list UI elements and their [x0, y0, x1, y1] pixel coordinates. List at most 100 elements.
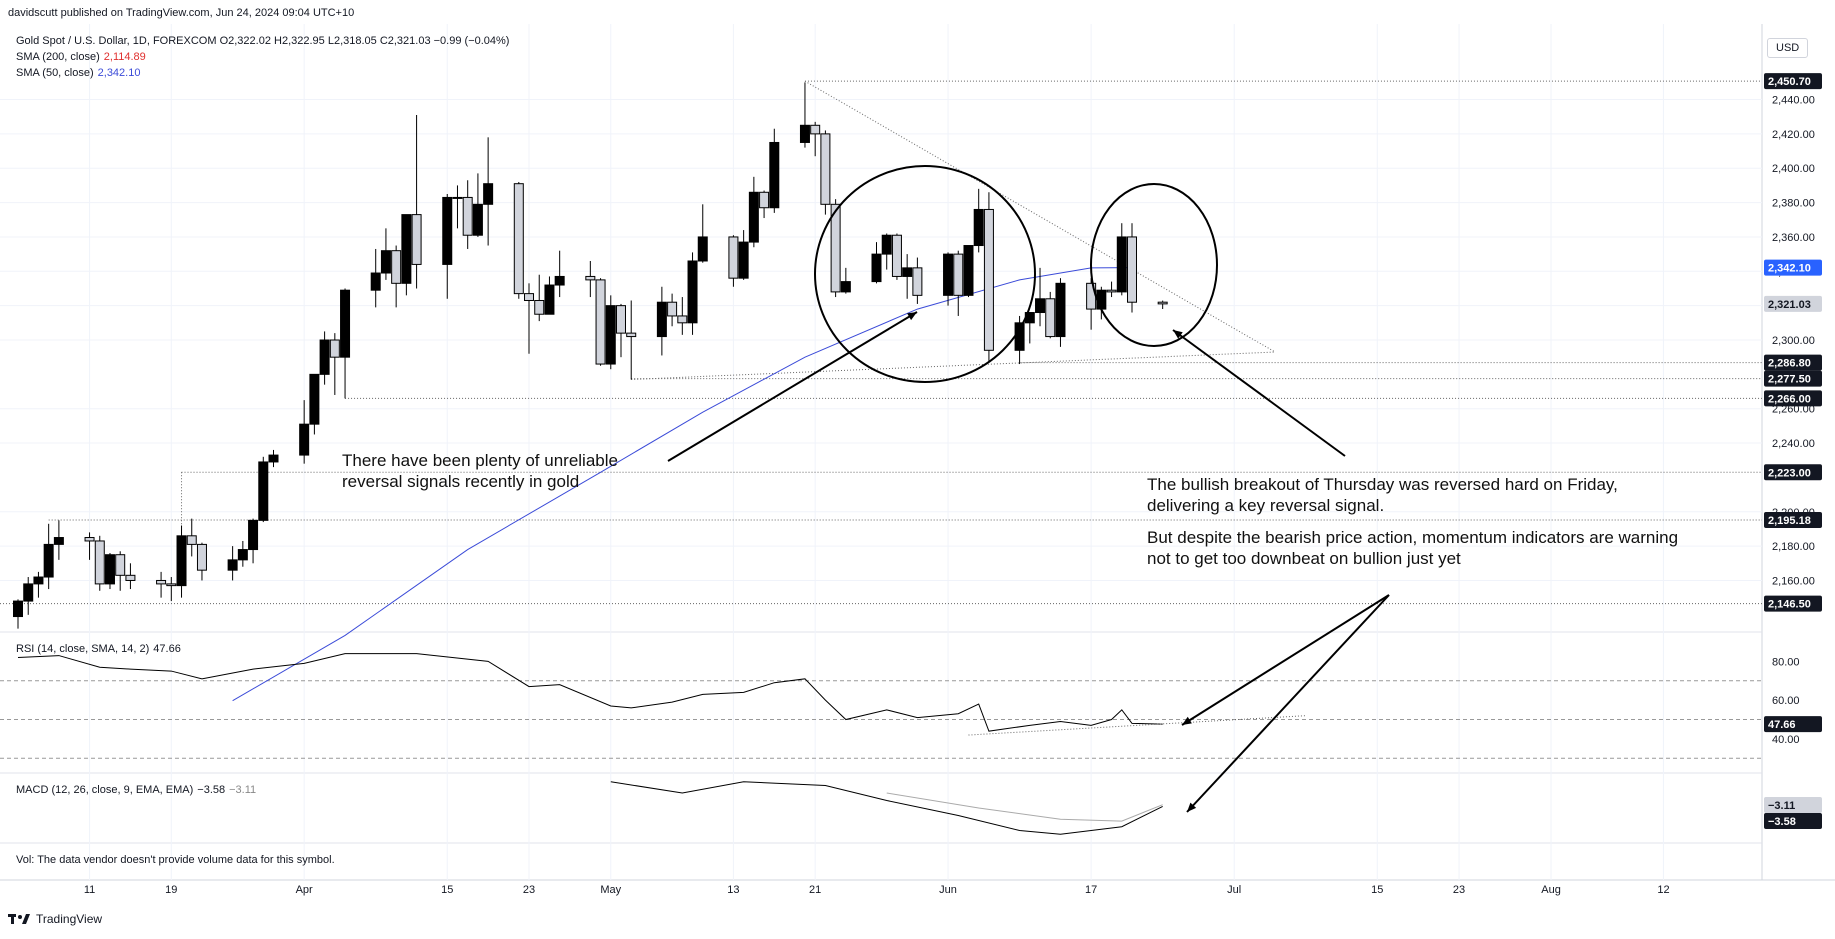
candle-body	[1055, 282, 1066, 338]
arrow-to-rsi	[1181, 594, 1390, 726]
candle-body	[983, 208, 994, 351]
publish-header: davidscutt published on TradingView.com,…	[0, 0, 1835, 24]
candle-body	[156, 579, 167, 585]
arrow-to-macd-head	[1187, 802, 1197, 812]
candle-body	[380, 250, 391, 274]
y-tick-label: 2,300.00	[1772, 335, 1815, 347]
x-tick-label: 23	[523, 884, 535, 896]
macd-label-badge	[1764, 797, 1822, 813]
macd-label: MACD (12, 26, close, 9, EMA, EMA)	[16, 784, 194, 796]
candle-body	[104, 554, 115, 585]
annotation-right-line3: But despite the bearish price action, mo…	[1147, 528, 1679, 547]
candle-body	[1014, 322, 1025, 351]
sma50-label: SMA (50, close)	[16, 67, 94, 79]
candle-body	[667, 301, 678, 317]
macd-label-text: −3.11	[1768, 800, 1795, 812]
candle-body	[340, 289, 351, 358]
price-label-text: 2,266.00	[1768, 393, 1811, 405]
candle-body	[452, 196, 463, 199]
y-tick-label: 2,360.00	[1772, 232, 1815, 244]
candle-body	[319, 339, 330, 375]
rsi-trendline	[968, 715, 1306, 736]
reversal-circle	[1090, 183, 1218, 347]
candle-body	[769, 141, 780, 209]
candle-body	[33, 576, 44, 585]
candle-body	[902, 267, 913, 277]
candle-body	[53, 537, 64, 545]
candle-body	[830, 203, 841, 293]
sma200-label: SMA (200, close)	[16, 51, 100, 63]
y-tick-label: 2,260.00	[1772, 404, 1815, 416]
x-tick-label: 15	[441, 884, 453, 896]
rsi-tick-label: 40.00	[1772, 734, 1800, 746]
candle-body	[13, 600, 23, 618]
price-label-badge	[1764, 259, 1822, 276]
candle-body	[820, 133, 831, 205]
sma200-value: 2,114.89	[103, 51, 146, 63]
candle-body	[963, 245, 974, 296]
candle-body	[626, 332, 637, 338]
candle-body	[799, 124, 810, 143]
arrow-to-macd	[1186, 594, 1390, 813]
brand-name: TradingView	[36, 912, 103, 926]
candle-body	[43, 543, 54, 578]
candle-body	[268, 454, 279, 463]
candle-body	[544, 284, 555, 315]
candle-body	[871, 253, 882, 283]
ohlc-values: O2,322.02 H2,322.95 L2,318.05 C2,321.03 …	[219, 35, 510, 47]
candle-body	[677, 315, 688, 324]
arrow-to-circle	[1172, 329, 1346, 457]
legend-sma200: SMA (200, close) 2,114.89	[16, 50, 146, 64]
arrow-to-ellipse-head	[907, 312, 917, 321]
y-tick-label: 2,440.00	[1772, 95, 1815, 107]
macd-signal-line	[886, 792, 1163, 822]
candle-body	[442, 196, 453, 265]
rsi-label: RSI (14, close, SMA, 14, 2)	[16, 643, 150, 655]
y-tick-label: 2,380.00	[1772, 198, 1815, 210]
candle-body	[115, 554, 126, 576]
candle-body	[605, 305, 616, 365]
arrow-to-circle-head	[1173, 330, 1183, 339]
x-tick-label: 13	[727, 884, 739, 896]
candle-body	[483, 183, 494, 205]
arrow-to-ellipse	[667, 311, 918, 462]
candle-body	[1096, 289, 1107, 310]
candle-body	[738, 241, 749, 279]
candle-body	[125, 574, 136, 581]
price-label-badge	[1764, 295, 1822, 312]
x-tick-label: Jun	[939, 884, 957, 896]
x-tick-label: 12	[1657, 884, 1669, 896]
candle-body	[554, 275, 565, 286]
candle-body	[309, 373, 320, 425]
price-label-text: 2,450.70	[1768, 76, 1811, 88]
x-tick-label: 19	[165, 884, 177, 896]
candle-body	[891, 234, 902, 277]
rsi-value: 47.66	[153, 643, 181, 655]
candle-body	[166, 583, 177, 587]
candle-body	[524, 293, 535, 301]
price-label-badge	[1764, 73, 1822, 90]
y-tick-label: 2,400.00	[1772, 163, 1815, 175]
x-tick-label: Jul	[1227, 884, 1241, 896]
annotation-right-line2: delivering a key reversal signal.	[1147, 496, 1385, 515]
price-label-text: 2,223.00	[1768, 467, 1811, 479]
legend-symbol: Gold Spot / U.S. Dollar, 1D, FOREXCOM O2…	[16, 34, 509, 48]
price-label-text: 2,342.10	[1768, 263, 1811, 275]
y-tick-label: 2,180.00	[1772, 541, 1815, 553]
candle-body	[84, 537, 95, 542]
candle-body	[943, 253, 954, 296]
candle-body	[248, 519, 259, 551]
annotation-right: The bullish breakout of Thursday was rev…	[1147, 474, 1678, 569]
x-tick-label: May	[600, 884, 621, 896]
price-label-text: 2,321.03	[1768, 299, 1811, 311]
y-tick-label: 2,160.00	[1772, 575, 1815, 587]
candle-body	[1127, 236, 1138, 303]
currency-badge[interactable]: USD	[1767, 38, 1809, 58]
x-tick-label: Aug	[1541, 884, 1561, 896]
candle-body	[728, 236, 739, 279]
price-label-badge	[1764, 464, 1822, 481]
candle-body	[23, 583, 34, 602]
support-trendline	[631, 351, 1276, 381]
candle-body	[370, 272, 381, 291]
